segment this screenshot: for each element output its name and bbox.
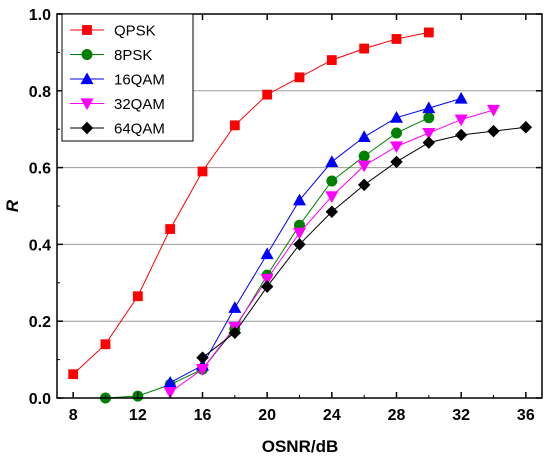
data-point: [292, 227, 307, 240]
data-point: [228, 301, 242, 313]
data-point: [390, 127, 402, 139]
data-point: [229, 120, 240, 131]
legend-entry: 16QAM: [70, 72, 165, 89]
x-tick-label: 16: [194, 407, 212, 424]
data-point: [195, 364, 210, 376]
data-point: [390, 155, 403, 169]
data-point: [68, 369, 79, 380]
legend-entry: 32QAM: [70, 96, 165, 113]
data-point: [389, 141, 404, 154]
data-point: [423, 112, 435, 124]
legend-marker: [81, 48, 93, 60]
data-point: [487, 124, 500, 138]
data-point: [519, 121, 533, 134]
data-point: [422, 127, 436, 140]
x-tick-label: 8: [69, 407, 78, 424]
series-16qam: [163, 91, 468, 388]
y-tick-label: 0.2: [29, 314, 51, 331]
x-tick-label: 24: [323, 407, 341, 424]
series-line: [169, 98, 462, 384]
data-point: [422, 101, 436, 114]
series-32qam: [163, 104, 501, 399]
data-point: [454, 128, 468, 142]
data-point: [294, 72, 305, 83]
data-point: [391, 34, 402, 44]
data-point: [357, 178, 371, 192]
legend-entry: 8PSK: [70, 47, 152, 64]
y-tick-label: 0.8: [29, 84, 51, 101]
data-point: [358, 150, 370, 162]
data-point: [325, 155, 339, 167]
series-qpsk: [68, 27, 434, 380]
x-tick-label: 32: [452, 407, 470, 424]
data-point: [260, 280, 274, 293]
series-line: [72, 31, 429, 375]
data-point: [228, 326, 242, 339]
legend-label: 64QAM: [114, 121, 165, 138]
data-point: [260, 247, 274, 260]
x-axis-title: OSNR/dB: [262, 437, 339, 456]
legend-marker: [82, 25, 92, 35]
legend-marker: [80, 98, 94, 111]
legend-marker: [80, 121, 94, 135]
data-point: [100, 339, 111, 350]
data-point: [389, 111, 404, 123]
y-tick-label: 0.4: [29, 237, 51, 254]
data-point: [293, 238, 306, 251]
data-point: [326, 175, 338, 187]
data-point: [454, 114, 468, 127]
data-point: [196, 351, 209, 364]
y-tick-label: 0.6: [29, 161, 51, 178]
series-64qam: [196, 121, 533, 364]
series-layer: [68, 27, 533, 404]
x-tick-label: 20: [258, 407, 276, 424]
data-point: [165, 224, 176, 234]
data-point: [359, 43, 370, 54]
y-tick-label: 1.0: [29, 7, 51, 24]
data-point: [423, 27, 434, 38]
data-point: [454, 91, 468, 104]
data-point: [260, 273, 274, 286]
data-point: [132, 291, 143, 302]
data-point: [486, 104, 501, 117]
legend-entry: 64QAM: [70, 121, 165, 138]
data-point: [325, 191, 339, 204]
x-tick-label: 28: [388, 407, 406, 424]
data-point: [357, 160, 371, 173]
data-point: [325, 205, 339, 218]
data-point: [422, 136, 436, 149]
legend-box: [61, 13, 194, 142]
data-point: [292, 193, 307, 206]
y-axis-title: R: [3, 199, 22, 212]
legend-label: 16QAM: [114, 72, 165, 89]
data-point: [163, 387, 177, 399]
legend-label: QPSK: [114, 23, 156, 40]
axis-layer: 8 12 16 20 24 28 32 36 0.0 0.2 0.4 0.6 0.8 1.0: [29, 7, 542, 424]
data-point: [197, 166, 208, 177]
legend-label: 32QAM: [114, 96, 165, 113]
data-point: [357, 130, 371, 142]
legend-marker: [80, 72, 94, 85]
data-point: [262, 89, 273, 100]
legend: QPSK 8PSK 16QAM 32QAM 64QAM: [61, 13, 194, 142]
series-line: [169, 109, 494, 393]
data-point: [326, 55, 337, 65]
legend-entry: QPSK: [70, 23, 156, 40]
x-tick-label: 36: [517, 407, 535, 424]
x-tick-label: 12: [129, 407, 147, 424]
y-tick-label: 0.0: [29, 391, 51, 408]
legend-label: 8PSK: [114, 47, 152, 64]
